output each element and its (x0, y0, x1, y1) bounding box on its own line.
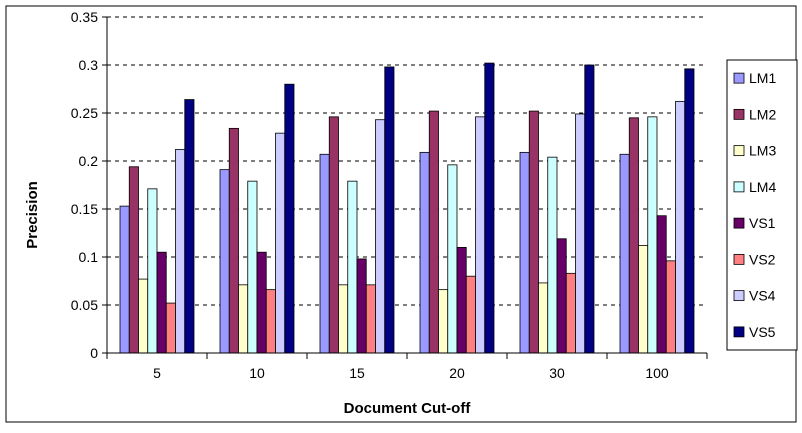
y-tick-label: 0 (90, 345, 98, 361)
y-axis-title: Precision (24, 181, 41, 249)
bar-vs4-10 (275, 132, 286, 354)
bar-vs2-10 (265, 289, 276, 354)
bar-lm1-30 (519, 151, 530, 354)
legend-label-lm1: LM1 (749, 70, 776, 86)
legend-label-lm4: LM4 (749, 179, 776, 195)
bar-vs5-100 (684, 68, 695, 354)
bar-lm4-5 (147, 188, 158, 354)
legend-swatch-lm1 (733, 72, 745, 84)
x-tick-label: 20 (449, 365, 465, 381)
legend-swatch-vs2 (733, 253, 745, 265)
x-tick-label: 100 (645, 365, 669, 381)
bar-lm2-5 (128, 166, 139, 354)
bar-lm4-20 (447, 164, 458, 354)
legend-box (726, 59, 798, 351)
legend-label-vs2: VS2 (749, 251, 776, 267)
bar-vs4-100 (675, 101, 686, 354)
bar-vs1-10 (256, 251, 267, 354)
bar-lm4-30 (547, 156, 558, 354)
bar-lm1-20 (419, 151, 430, 354)
bar-lm4-100 (647, 116, 658, 354)
legend-swatch-vs4 (733, 290, 745, 302)
legend-label-vs4: VS4 (749, 288, 776, 304)
y-tick-label: 0.15 (71, 201, 98, 217)
bar-vs1-100 (656, 215, 667, 354)
bar-lm3-10 (238, 284, 249, 354)
bar-lm3-5 (138, 278, 149, 354)
y-tick-label: 0.2 (79, 153, 99, 169)
bar-lm2-10 (228, 127, 239, 354)
x-tick-label: 10 (249, 365, 265, 381)
y-tick-label: 0.25 (71, 105, 98, 121)
bar-vs4-5 (175, 149, 186, 354)
bar-lm4-10 (247, 180, 258, 354)
legend-label-lm3: LM3 (749, 143, 776, 159)
bar-vs4-30 (575, 113, 586, 354)
y-tick-label: 0.1 (79, 249, 99, 265)
x-tick-label: 5 (153, 365, 161, 381)
y-tick-label: 0.05 (71, 297, 98, 313)
bar-lm1-15 (319, 153, 330, 354)
bar-vs2-15 (365, 284, 376, 354)
legend-label-lm2: LM2 (749, 106, 776, 122)
bar-lm4-15 (347, 180, 358, 354)
bar-vs5-20 (484, 62, 495, 354)
bar-vs4-20 (475, 116, 486, 354)
bar-vs2-30 (565, 272, 576, 354)
bar-vs1-15 (356, 258, 367, 354)
bar-lm1-10 (219, 169, 230, 354)
bar-vs2-100 (665, 260, 676, 354)
bar-vs1-30 (556, 238, 567, 354)
bar-vs4-15 (375, 119, 386, 354)
x-axis-title: Document Cut-off (344, 400, 472, 417)
legend-swatch-lm4 (733, 181, 745, 193)
bar-lm1-100 (619, 153, 630, 354)
bar-vs5-30 (584, 64, 595, 354)
x-tick-label: 15 (349, 365, 365, 381)
x-tick-label: 30 (549, 365, 565, 381)
legend-label-vs1: VS1 (749, 215, 776, 231)
legend-label-vs5: VS5 (749, 324, 776, 340)
bar-vs1-20 (456, 246, 467, 354)
y-tick-label: 0.35 (71, 9, 98, 25)
bar-lm2-30 (528, 110, 539, 354)
legend-swatch-vs5 (733, 326, 745, 338)
bar-lm3-30 (538, 282, 549, 354)
legend-swatch-lm3 (733, 145, 745, 157)
y-tick-label: 0.3 (79, 57, 99, 73)
bar-vs1-5 (156, 251, 167, 354)
bar-lm2-20 (428, 110, 439, 354)
bar-vs5-10 (284, 83, 295, 354)
bar-lm3-100 (638, 245, 649, 354)
legend-swatch-vs1 (733, 217, 745, 229)
legend-swatch-lm2 (733, 108, 745, 120)
bar-vs2-5 (165, 302, 176, 354)
bar-lm3-20 (438, 289, 449, 354)
bar-vs2-20 (465, 275, 476, 354)
bar-vs5-5 (184, 99, 195, 354)
bar-lm2-15 (328, 116, 339, 354)
bar-lm3-15 (338, 284, 349, 354)
bar-lm2-100 (628, 117, 639, 354)
bar-lm1-5 (119, 205, 130, 354)
bar-vs5-15 (384, 66, 395, 354)
